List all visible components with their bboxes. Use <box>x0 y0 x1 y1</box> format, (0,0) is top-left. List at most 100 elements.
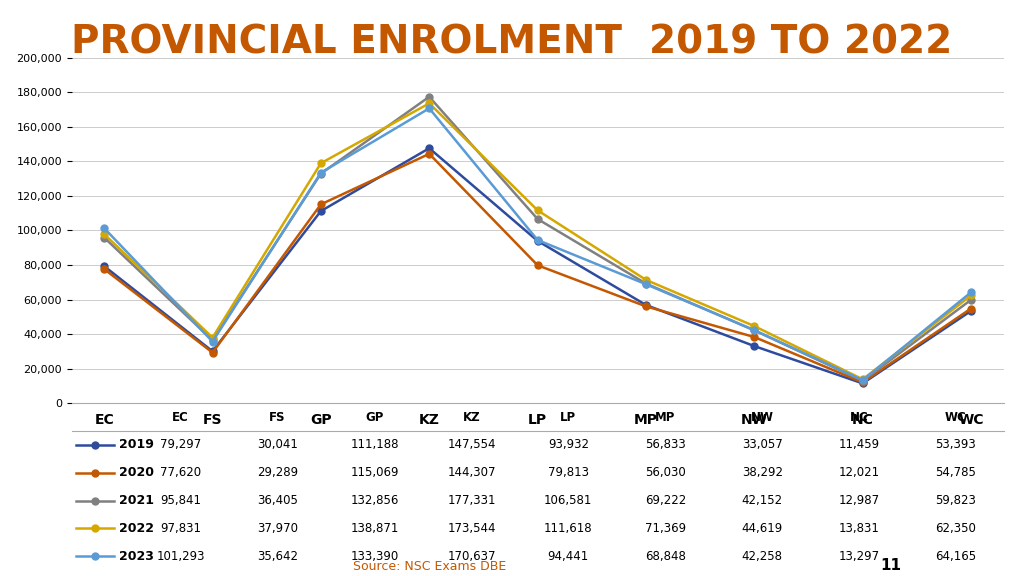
Text: 93,932: 93,932 <box>548 438 589 452</box>
Text: 111,618: 111,618 <box>544 522 593 535</box>
Text: 111,188: 111,188 <box>350 438 398 452</box>
2022 <box>314 160 327 166</box>
Text: 35,642: 35,642 <box>257 550 298 563</box>
Text: 2022: 2022 <box>119 522 155 535</box>
2023 <box>965 289 977 296</box>
2020 <box>965 305 977 312</box>
Text: 79,813: 79,813 <box>548 467 589 479</box>
Text: 29,289: 29,289 <box>257 467 298 479</box>
Text: 42,258: 42,258 <box>741 550 782 563</box>
Text: 95,841: 95,841 <box>160 494 201 507</box>
Text: NW: NW <box>751 411 774 423</box>
Text: Source: NSC Exams DBE: Source: NSC Exams DBE <box>353 560 507 573</box>
2023 <box>98 225 111 232</box>
Text: 56,833: 56,833 <box>645 438 686 452</box>
Text: 115,069: 115,069 <box>350 467 398 479</box>
2020 <box>423 150 435 157</box>
2022 <box>98 231 111 238</box>
Text: 62,350: 62,350 <box>936 522 977 535</box>
Line: 2023: 2023 <box>100 105 975 384</box>
2021 <box>856 377 868 384</box>
2019 <box>314 207 327 214</box>
2023 <box>856 377 868 384</box>
Text: 97,831: 97,831 <box>160 522 201 535</box>
Text: 2021: 2021 <box>119 494 155 507</box>
Text: WC: WC <box>945 411 967 423</box>
2021 <box>531 215 544 222</box>
Text: 173,544: 173,544 <box>447 522 496 535</box>
2020 <box>531 262 544 269</box>
2020 <box>314 201 327 208</box>
2020 <box>856 379 868 386</box>
Text: GP: GP <box>366 411 384 423</box>
2019 <box>98 263 111 270</box>
2021 <box>207 337 219 344</box>
Text: 42,152: 42,152 <box>741 494 782 507</box>
2019 <box>856 380 868 387</box>
Text: KZ: KZ <box>463 411 480 423</box>
Text: 68,848: 68,848 <box>645 550 686 563</box>
2022 <box>640 276 652 283</box>
Text: 69,222: 69,222 <box>645 494 686 507</box>
2020 <box>207 349 219 356</box>
Text: 11,459: 11,459 <box>839 438 880 452</box>
Text: 13,297: 13,297 <box>839 550 880 563</box>
2021 <box>98 234 111 241</box>
Text: 54,785: 54,785 <box>936 467 977 479</box>
2021 <box>314 170 327 177</box>
Text: 106,581: 106,581 <box>544 494 593 507</box>
Text: MP: MP <box>655 411 676 423</box>
2019 <box>207 348 219 355</box>
2019 <box>640 302 652 309</box>
Text: 2019: 2019 <box>119 438 154 452</box>
2021 <box>640 280 652 287</box>
2019 <box>749 343 761 350</box>
2023 <box>314 169 327 176</box>
Text: 94,441: 94,441 <box>548 550 589 563</box>
Text: 77,620: 77,620 <box>160 467 202 479</box>
2023 <box>531 237 544 244</box>
Line: 2019: 2019 <box>100 145 975 387</box>
Text: 132,856: 132,856 <box>350 494 398 507</box>
2022 <box>531 207 544 214</box>
Line: 2022: 2022 <box>100 100 975 383</box>
2020 <box>749 334 761 340</box>
Text: 44,619: 44,619 <box>741 522 782 535</box>
Text: 12,987: 12,987 <box>839 494 880 507</box>
2022 <box>965 292 977 299</box>
Text: 2020: 2020 <box>119 467 155 479</box>
Text: FS: FS <box>269 411 286 423</box>
Text: 133,390: 133,390 <box>350 550 398 563</box>
Line: 2020: 2020 <box>100 150 975 386</box>
2021 <box>965 297 977 304</box>
2023 <box>640 281 652 287</box>
Text: 79,297: 79,297 <box>160 438 202 452</box>
Text: 36,405: 36,405 <box>257 494 298 507</box>
Text: 138,871: 138,871 <box>350 522 398 535</box>
Text: NC: NC <box>850 411 868 423</box>
2019 <box>423 145 435 151</box>
Text: 37,970: 37,970 <box>257 522 298 535</box>
Text: PROVINCIAL ENROLMENT  2019 TO 2022: PROVINCIAL ENROLMENT 2019 TO 2022 <box>72 23 952 61</box>
Text: 33,057: 33,057 <box>741 438 782 452</box>
Text: 2023: 2023 <box>119 550 154 563</box>
Text: 64,165: 64,165 <box>936 550 977 563</box>
Text: 30,041: 30,041 <box>257 438 298 452</box>
Text: LP: LP <box>560 411 577 423</box>
2022 <box>207 334 219 341</box>
Text: 147,554: 147,554 <box>447 438 496 452</box>
Text: 170,637: 170,637 <box>447 550 496 563</box>
2023 <box>207 338 219 345</box>
2022 <box>749 323 761 329</box>
2023 <box>749 327 761 334</box>
Text: 59,823: 59,823 <box>936 494 977 507</box>
Text: 101,293: 101,293 <box>157 550 205 563</box>
2022 <box>856 376 868 383</box>
2019 <box>965 308 977 314</box>
Text: 12,021: 12,021 <box>839 467 880 479</box>
Text: 13,831: 13,831 <box>839 522 880 535</box>
2020 <box>98 266 111 272</box>
2021 <box>749 327 761 334</box>
Text: 38,292: 38,292 <box>741 467 782 479</box>
Text: 144,307: 144,307 <box>447 467 496 479</box>
